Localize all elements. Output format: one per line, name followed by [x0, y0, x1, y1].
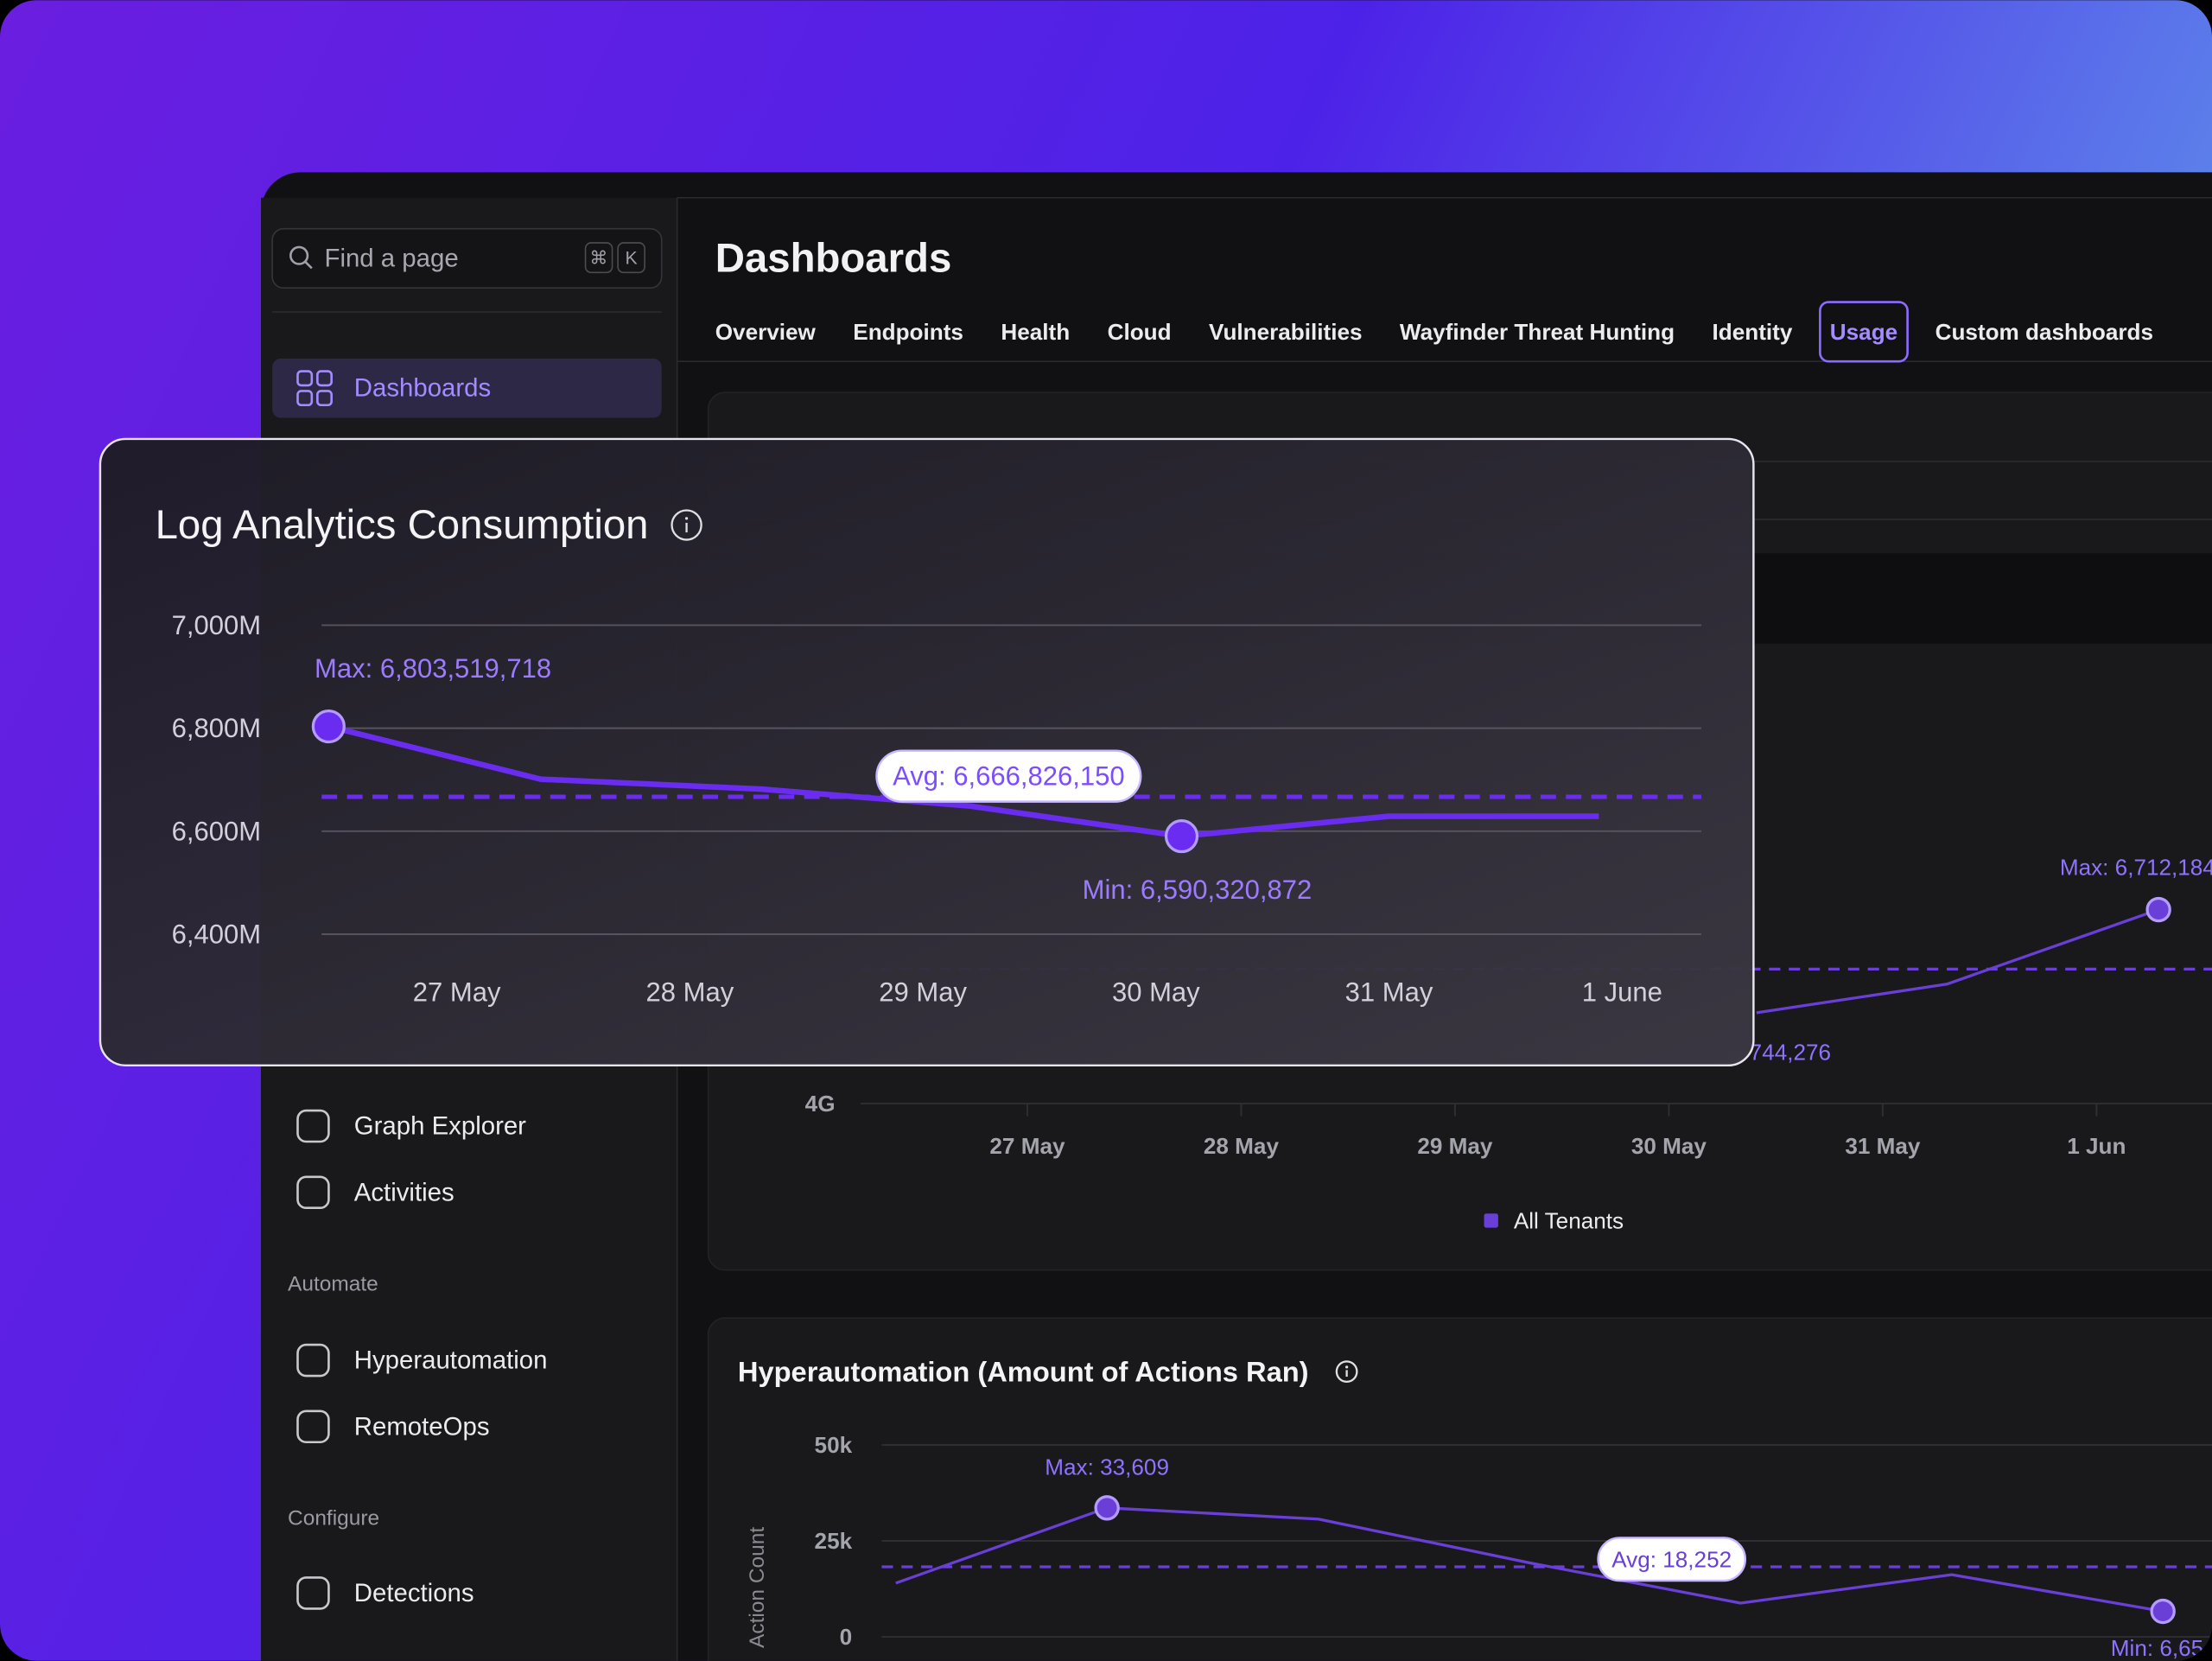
- nav-active-bg: [272, 358, 662, 418]
- tab[interactable]: Usage: [1830, 319, 1897, 345]
- x-tick-label: 30 May: [1631, 1133, 1707, 1159]
- min-label: 744,276: [1750, 1040, 1831, 1066]
- nav-icon: [296, 1343, 330, 1378]
- tab[interactable]: Endpoints: [853, 319, 963, 345]
- x-tick-label: 28 May: [1204, 1133, 1280, 1159]
- nav-item[interactable]: RemoteOps: [354, 1412, 490, 1441]
- legend-label: All Tenants: [1514, 1207, 1624, 1233]
- tab[interactable]: Vulnerabilities: [1209, 319, 1363, 345]
- x-tick-label: 29 May: [1417, 1133, 1493, 1159]
- avg-pill: [1597, 1537, 1747, 1582]
- overlay: Log Analytics Consumption 6,400M 6,600M 6,8…: [99, 437, 1755, 1067]
- info-icon: [684, 517, 689, 520]
- shortcut-key-label: K: [626, 248, 638, 268]
- y-tick-label: 4G: [805, 1091, 836, 1117]
- info-icon: [1344, 1365, 1349, 1369]
- avg-label: Avg: 18,252: [1611, 1546, 1732, 1572]
- min-label: Min: 6,590,320,872: [1083, 875, 1313, 905]
- point-marker: [311, 709, 346, 744]
- nav-icon: [296, 1109, 330, 1143]
- y-tick-label: 7,000M: [172, 610, 261, 640]
- max-label: Max: 6,803,519,718: [315, 653, 551, 684]
- shortcut-key-label: ⌘: [589, 248, 607, 268]
- series-line: [327, 723, 1599, 839]
- info-icon[interactable]: [671, 509, 702, 541]
- point-marker: [2145, 896, 2171, 923]
- x-tick-label: 1 Jun: [2067, 1133, 2126, 1159]
- nav-section: Automate: [288, 1272, 378, 1295]
- nav-icon: [296, 1410, 330, 1444]
- tab[interactable]: Overview: [715, 319, 817, 345]
- legend-swatch: [1484, 1213, 1498, 1228]
- tab[interactable]: Identity: [1713, 319, 1793, 345]
- x-tick-label: 28 May: [646, 977, 734, 1007]
- avg-pill: [875, 749, 1142, 803]
- nav-icon: [296, 370, 314, 387]
- nav-icon: [296, 1175, 330, 1210]
- x-tick-label: 29 May: [879, 977, 967, 1007]
- search-icon: [304, 261, 313, 270]
- dashboard-content: ⌘ K Dashboards Graph Explorer Activities Auto…: [272, 242, 2212, 1661]
- tab[interactable]: Cloud: [1108, 319, 1172, 345]
- tab-active: [1819, 301, 1909, 363]
- x-tick-label: 27 May: [413, 977, 501, 1007]
- point-marker: [1094, 1495, 1120, 1521]
- avg-label: Avg: 6,666,826,150: [893, 761, 1124, 792]
- y-tick-label: 50k: [815, 1432, 853, 1458]
- x-tick-label: 27 May: [989, 1133, 1065, 1159]
- shortcut-key: [617, 242, 645, 274]
- tab[interactable]: Wayfinder Threat Hunting: [1400, 319, 1675, 345]
- point-marker: [1164, 818, 1199, 854]
- y-tick-label: 0: [840, 1624, 853, 1650]
- search-icon: [289, 245, 309, 265]
- y-tick-label: 6,600M: [172, 816, 261, 846]
- nav-item[interactable]: Hyperautomation: [354, 1346, 548, 1375]
- tab[interactable]: Health: [1001, 319, 1070, 345]
- search-placeholder: Find a page: [325, 244, 459, 272]
- shortcut-key: [584, 242, 613, 274]
- page-title: Dashboards: [715, 235, 952, 281]
- nav-icon: [296, 390, 314, 407]
- tab[interactable]: Custom dashboards: [1936, 319, 2153, 345]
- series-line: [1756, 908, 2159, 1015]
- info-icon[interactable]: [1335, 1360, 1358, 1384]
- nav-item[interactable]: Detections: [354, 1579, 474, 1607]
- y-axis-label: Action Count: [746, 1527, 769, 1648]
- x-tick-label: 31 May: [1345, 977, 1433, 1007]
- x-tick-label: 30 May: [1112, 977, 1200, 1007]
- nav-item[interactable]: Activities: [354, 1178, 454, 1206]
- max-label: Max: 33,609: [1045, 1454, 1169, 1480]
- nav-item[interactable]: Graph Explorer: [354, 1112, 526, 1141]
- nav-icon: [316, 390, 333, 407]
- y-tick-label: 25k: [815, 1528, 853, 1554]
- nav-section: Configure: [288, 1506, 379, 1530]
- x-tick-label: 31 May: [1845, 1133, 1921, 1159]
- point-marker: [2150, 1598, 2176, 1625]
- chart-title: Hyperautomation (Amount of Actions Ran): [738, 1356, 1309, 1388]
- hyperautomation-card: [707, 1317, 2212, 1661]
- nav-icon: [316, 370, 333, 387]
- nav-item[interactable]: Dashboards: [354, 374, 491, 403]
- x-tick-label: 1 June: [1582, 977, 1662, 1007]
- max-label: Max: 6,712,184: [2060, 855, 2212, 881]
- y-tick-label: 6,800M: [172, 713, 261, 743]
- min-label: Min: 6,65: [2111, 1635, 2203, 1661]
- y-tick-label: 6,400M: [172, 920, 261, 950]
- nav-icon: [296, 1576, 330, 1610]
- chart-title: Log Analytics Consumption: [156, 502, 649, 548]
- search-box[interactable]: [271, 227, 663, 290]
